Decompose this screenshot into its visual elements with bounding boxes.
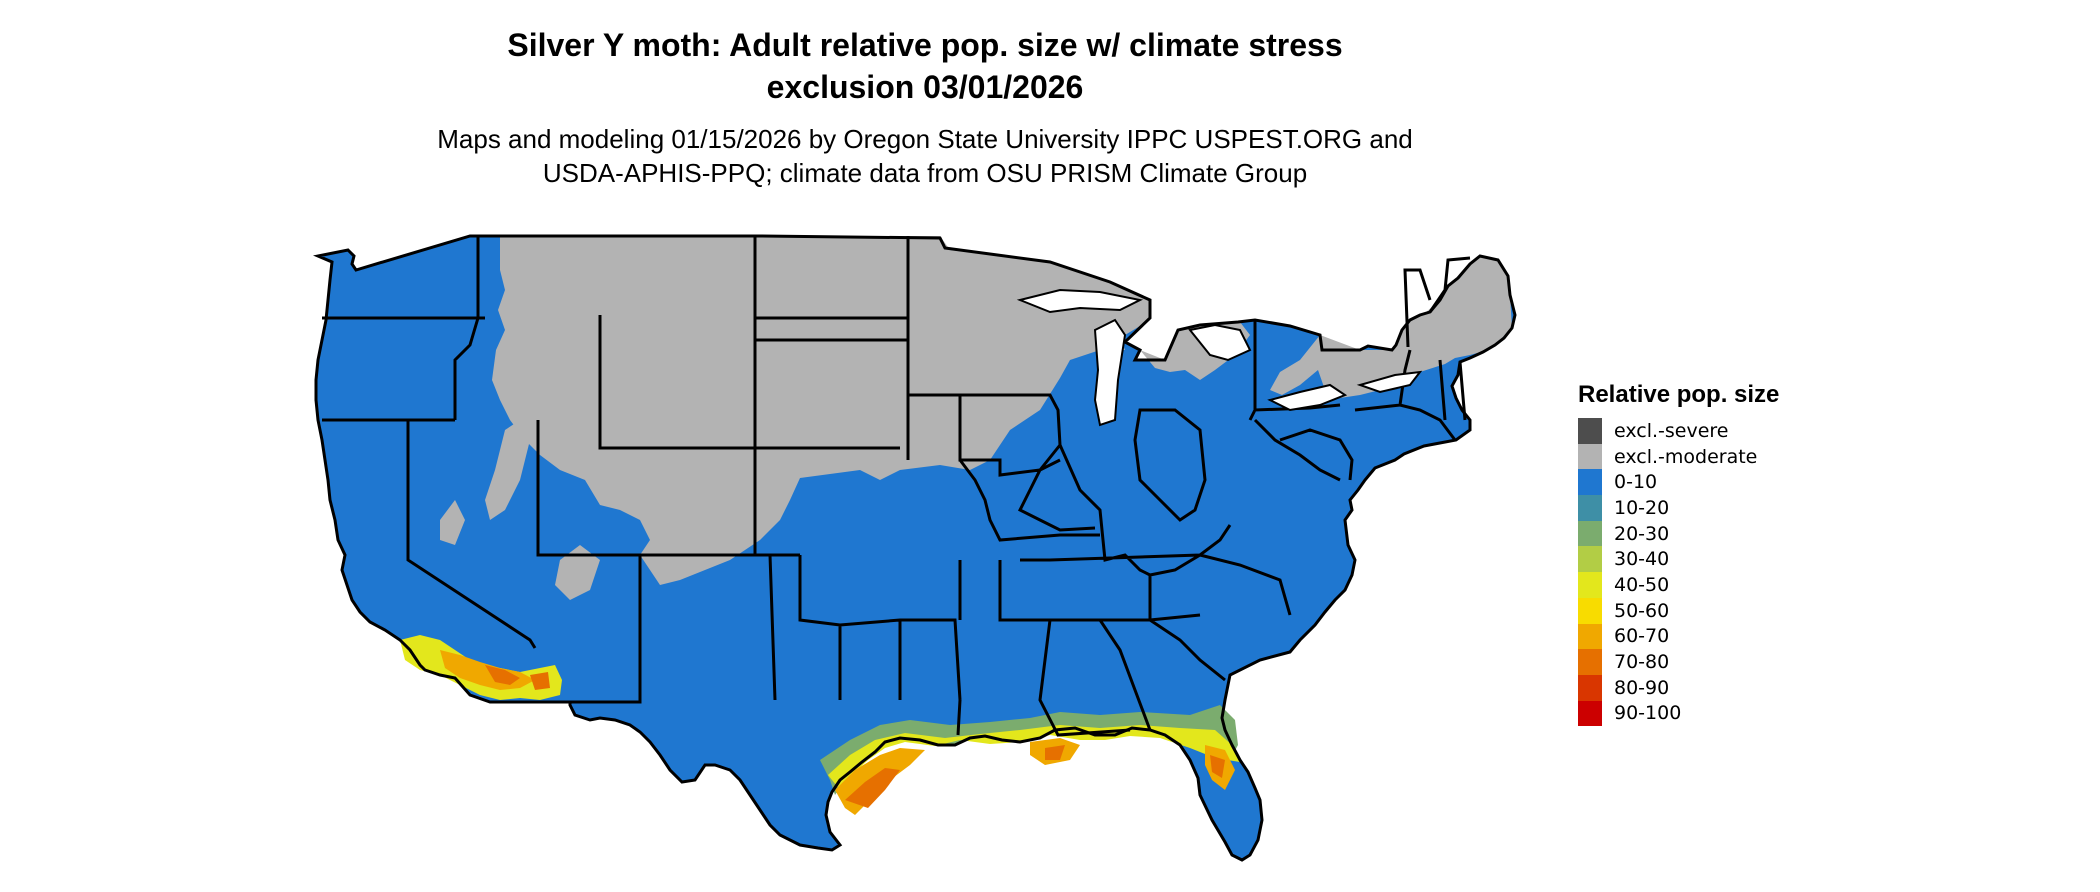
legend-swatch: [1578, 495, 1602, 521]
legend-item: excl.-severe: [1578, 418, 1779, 444]
great-lakes: [1016, 288, 1423, 427]
legend-item: 20-30: [1578, 520, 1779, 547]
legend-label: 10-20: [1614, 496, 1670, 519]
legend-swatch: [1578, 649, 1602, 675]
title-line-2: exclusion 03/01/2026: [766, 69, 1084, 105]
legend-swatch: [1578, 623, 1602, 650]
legend-item: 40-50: [1578, 572, 1779, 598]
legend-label: excl.-moderate: [1614, 445, 1758, 468]
legend-label: 30-40: [1614, 548, 1670, 571]
legend-item: 90-100: [1578, 700, 1779, 727]
legend-label: excl.-severe: [1614, 419, 1729, 442]
legend-item: excl.-moderate: [1578, 443, 1779, 470]
legend-swatch: [1578, 674, 1602, 701]
legend-item: 0-10: [1578, 469, 1779, 496]
map-title: Silver Y moth: Adult relative pop. size …: [0, 24, 1850, 108]
legend-swatch: [1578, 700, 1602, 727]
legend-label: 50-60: [1614, 599, 1670, 622]
legend-swatch: [1578, 597, 1602, 624]
legend-label: 20-30: [1614, 522, 1670, 545]
legend: Relative pop. size excl.-severe excl.-mod…: [1578, 380, 1780, 727]
legend-item: 50-60: [1578, 597, 1779, 624]
southwest-hotspots: [400, 635, 562, 700]
legend-label: 40-50: [1614, 573, 1670, 596]
subtitle-line-1: Maps and modeling 01/15/2026 by Oregon S…: [437, 124, 1413, 154]
legend-item: 30-40: [1578, 546, 1779, 573]
legend-swatch: [1578, 546, 1602, 573]
legend-swatch: [1578, 572, 1602, 598]
state-borders: [312, 234, 1517, 862]
legend-label: 70-80: [1614, 651, 1670, 674]
us-map: [312, 234, 1517, 862]
legend-item: 70-80: [1578, 649, 1779, 675]
legend-swatch: [1578, 520, 1602, 547]
map-subtitle: Maps and modeling 01/15/2026 by Oregon S…: [0, 122, 1850, 190]
legend-label: 90-100: [1614, 702, 1682, 725]
legend-label: 0-10: [1614, 471, 1658, 494]
legend-label: 60-70: [1614, 625, 1670, 648]
legend-item: 80-90: [1578, 674, 1779, 701]
excluded-regions: [440, 236, 1512, 600]
title-line-1: Silver Y moth: Adult relative pop. size …: [507, 27, 1343, 63]
legend-title: Relative pop. size: [1578, 381, 1780, 408]
legend-item: 60-70: [1578, 623, 1779, 650]
subtitle-line-2: USDA-APHIS-PPQ; climate data from OSU PR…: [542, 158, 1308, 188]
legend-item: 10-20: [1578, 495, 1779, 521]
legend-swatch: [1578, 469, 1602, 496]
legend-swatch: [1578, 418, 1602, 444]
legend-items: excl.-severe excl.-moderate 0-10 10-20 20-30…: [1578, 418, 1779, 727]
legend-swatch: [1578, 443, 1602, 470]
legend-label: 80-90: [1614, 676, 1670, 699]
